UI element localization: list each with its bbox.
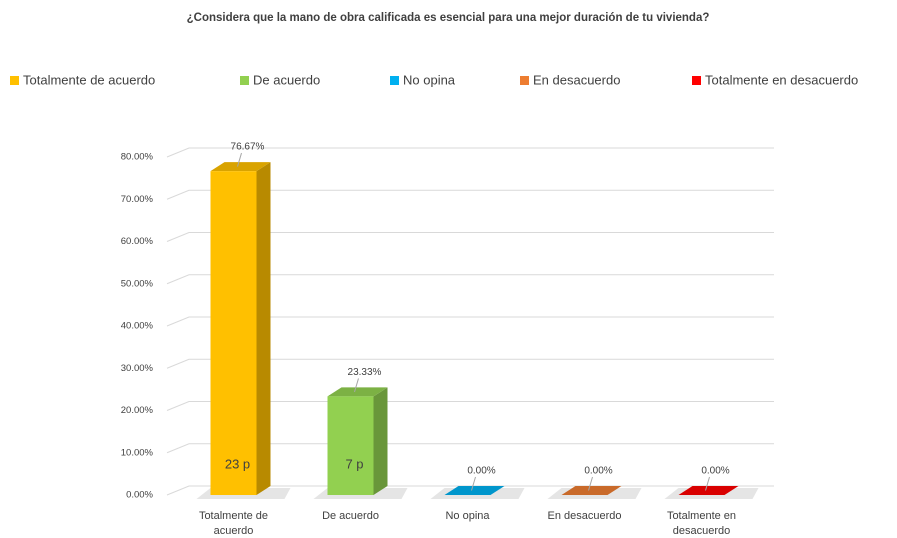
value-label: 76.67% (231, 142, 265, 153)
grid-line (166, 443, 774, 454)
bar-annotation: 7 p (345, 456, 363, 471)
value-label: 23.33% (348, 367, 382, 378)
label-leader (237, 152, 242, 167)
bar-top (210, 162, 271, 172)
grid-line (166, 232, 774, 242)
bar-front (210, 171, 257, 495)
bar-side (373, 387, 388, 495)
bar (327, 387, 388, 495)
label-leader (354, 378, 359, 393)
y-tick-label: 10.00% (121, 447, 154, 458)
value-label: 0.00% (467, 466, 495, 477)
y-tick-label: 0.00% (126, 490, 153, 501)
x-tick-label: Totalmente de acuerdo (198, 510, 269, 537)
y-tick-label: 30.00% (121, 363, 154, 374)
bar-annotation: 23 p (225, 456, 250, 471)
label-leader (588, 476, 593, 491)
grid-line (166, 189, 774, 200)
y-tick-label: 80.00% (121, 152, 154, 163)
legend-label: Totalmente de acuerdo (23, 72, 155, 87)
bar-side (256, 162, 271, 495)
legend-label: De acuerdo (253, 72, 320, 87)
x-tick-label: No opina (445, 510, 490, 522)
value-label: 0.00% (584, 466, 612, 477)
grid-line (166, 401, 774, 411)
bar (561, 486, 622, 495)
x-tick-label: Totalmente en desacuerdo (666, 510, 737, 537)
grid-line (166, 147, 774, 158)
legend-swatch (390, 76, 399, 85)
legend-label: No opina (403, 72, 456, 87)
legend-label: Totalmente en desacuerdo (705, 72, 858, 87)
y-tick-label: 20.00% (121, 405, 154, 416)
bar (678, 486, 739, 495)
bar-front (327, 396, 374, 495)
y-tick-label: 70.00% (121, 194, 154, 205)
legend-swatch (10, 76, 19, 85)
bar-top (561, 486, 622, 495)
grid-line (166, 274, 774, 285)
x-tick-label: En desacuerdo (547, 510, 622, 522)
label-leader (705, 476, 710, 491)
legend-swatch (692, 76, 701, 85)
value-label: 0.00% (701, 466, 729, 477)
legend-swatch (240, 76, 249, 85)
legend-label: En desacuerdo (533, 72, 620, 87)
y-tick-label: 40.00% (121, 321, 154, 332)
label-leader (471, 476, 476, 491)
bar (444, 486, 505, 495)
y-tick-label: 60.00% (121, 236, 154, 247)
legend-swatch (520, 76, 529, 85)
y-tick-label: 50.00% (121, 278, 154, 289)
bar-top (444, 486, 505, 495)
grid-line (166, 316, 774, 327)
grid-line (166, 358, 774, 369)
chart-title: ¿Considera que la mano de obra calificad… (187, 12, 710, 24)
bar-top (327, 387, 388, 397)
bar (210, 162, 271, 495)
bar-top (678, 486, 739, 495)
x-tick-label: De acuerdo (322, 510, 379, 522)
